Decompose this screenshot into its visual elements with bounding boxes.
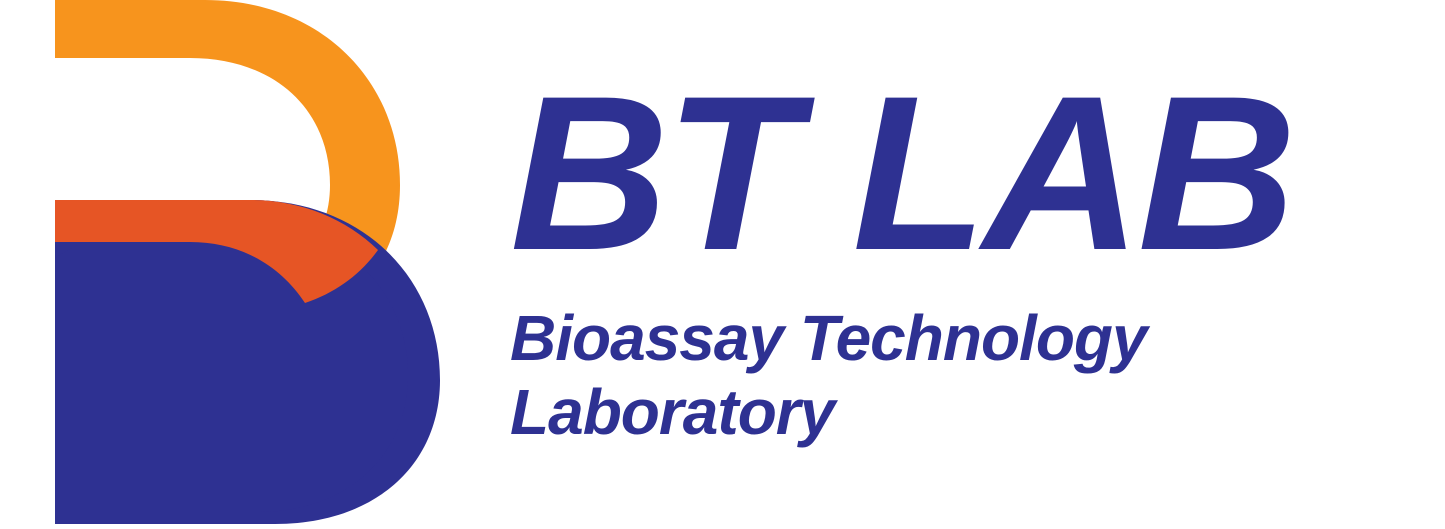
logo-text-block: BT LAB Bioassay Technology Laboratory [510,74,1293,449]
logo-mark [0,0,440,524]
logo-container: BT LAB Bioassay Technology Laboratory [0,0,1445,524]
subtitle-line-1: Bioassay Technology [510,302,1147,374]
subtitle-line-2: Laboratory [510,376,834,448]
brand-subtitle: Bioassay Technology Laboratory [510,302,1293,449]
brand-title: BT LAB [510,74,1293,272]
logo-b-icon [0,0,440,524]
